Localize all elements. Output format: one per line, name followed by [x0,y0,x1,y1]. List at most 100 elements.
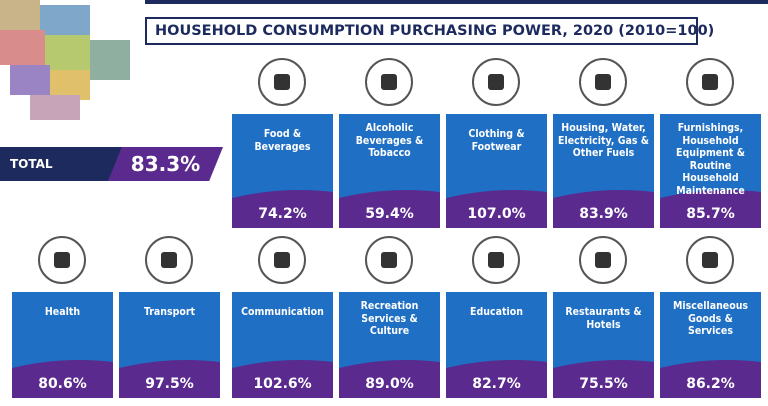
icon-glyph [274,252,290,268]
category-card: Education 82.7% [446,292,547,398]
category-label: Clothing & Footwear [446,128,547,153]
label-line: Education [470,306,523,318]
icon-glyph [54,252,70,268]
category-icon [686,236,734,284]
icon-glyph [274,74,290,90]
category-label: Transport [119,306,220,319]
top-bar [145,0,768,4]
wave-shape [660,190,761,228]
wave-shape [339,360,440,398]
label-line: Hotels [586,318,621,331]
icon-glyph [702,252,718,268]
wave [232,190,333,228]
category-icon [258,58,306,106]
icon-glyph [161,252,177,268]
category-card: Restaurants & Hotels 75.5% [553,292,654,398]
category-value: 82.7% [472,376,521,392]
category-card: Miscellaneous Goods & Services 86.2% [660,292,761,398]
category-label: Education [446,306,547,319]
category-value: 85.7% [686,206,735,222]
label-line: Beverages & [355,134,424,147]
category-value: 89.0% [365,376,414,392]
icon-glyph [381,74,397,90]
category-card: Recreation Services & Culture 89.0% [339,292,440,398]
category-value: 75.5% [579,376,628,392]
label-line: Services & [361,312,418,325]
label-line: Communication [241,306,324,318]
wave [660,190,761,228]
total-label: TOTAL [0,147,125,181]
category-value: 102.6% [253,376,312,392]
category-icon [365,58,413,106]
decorative-image [0,0,130,120]
category-label: Communication [232,306,333,319]
label-line: Food & [263,128,302,140]
label-line: Restaurants & [565,306,642,318]
category-value: 97.5% [145,376,194,392]
label-line: Clothing & [468,128,525,140]
category-icon [472,58,520,106]
category-card: Communication 102.6% [232,292,333,398]
category-label: Health [12,306,113,319]
wave-shape [553,190,654,228]
icon-glyph [488,74,504,90]
wave-shape [119,360,220,398]
label-line: Recreation [360,300,419,312]
icon-glyph [381,252,397,268]
category-value: 59.4% [365,206,414,222]
label-line: Transport [143,306,196,318]
wave-shape [12,360,113,398]
label-line: Goods & [688,312,733,325]
title: HOUSEHOLD CONSUMPTION PURCHASING POWER, … [145,17,714,45]
label-line: Electricity, Gas & [558,134,649,147]
category-icon [472,236,520,284]
category-card: Alcoholic Beverages & Tobacco 59.4% [339,114,440,228]
icon-glyph [595,74,611,90]
category-label: Food & Beverages [232,128,333,153]
label-line: Tobacco [368,147,411,159]
wave [660,360,761,398]
category-value: 86.2% [686,376,735,392]
label-line: Maintenance [676,184,745,197]
wave [232,360,333,398]
label-line: Footwear [471,140,522,153]
wave-shape [446,190,547,228]
category-card: Housing, Water, Electricity, Gas & Other F… [553,114,654,228]
wave-shape [232,190,333,228]
category-label: Alcoholic Beverages & Tobacco [339,122,440,160]
wave [339,360,440,398]
category-icon [579,58,627,106]
wave-shape [660,360,761,398]
wave-shape [232,360,333,398]
category-icon [365,236,413,284]
category-card: Food & Beverages 74.2% [232,114,333,228]
label-line: Beverages [254,140,311,153]
label-line: Household [682,172,739,184]
label-line: Culture [369,325,410,337]
label-line: Household [682,134,739,147]
label-line: Housing, Water, [561,122,646,134]
label-line: Other Fuels [572,147,635,159]
wave-shape [553,360,654,398]
wave [446,360,547,398]
icon-glyph [488,252,504,268]
wave [446,190,547,228]
category-value: 74.2% [258,206,307,222]
category-card: Furnishings, Household Equipment & Routine… [660,114,761,228]
category-label: Furnishings, Household Equipment & Routine… [660,122,761,197]
wave-shape [446,360,547,398]
label-line: Equipment & Routine [676,147,745,172]
category-card: Clothing & Footwear 107.0% [446,114,547,228]
category-label: Restaurants & Hotels [553,306,654,331]
label-line: Alcoholic [365,122,414,134]
category-card: Transport 97.5% [119,292,220,398]
total-value: 83.3% [108,147,223,181]
category-value: 80.6% [38,376,87,392]
wave [12,360,113,398]
category-icon [686,58,734,106]
icon-glyph [702,74,718,90]
category-label: Miscellaneous Goods & Services [660,300,761,338]
label-line: Services [688,325,733,337]
category-value: 107.0% [467,206,526,222]
